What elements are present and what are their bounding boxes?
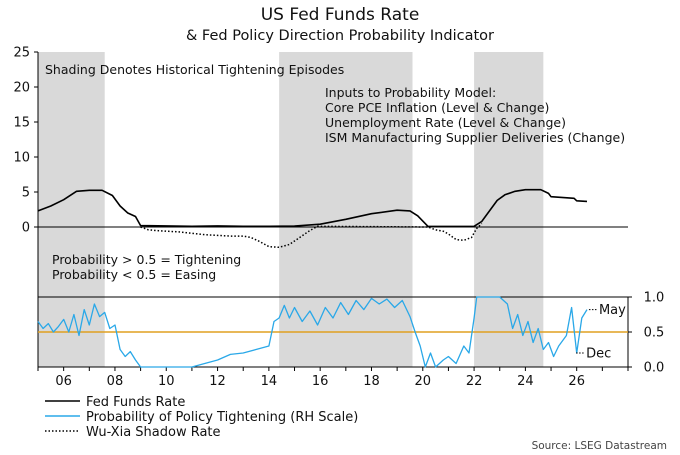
left-tick-label-10: 10 — [13, 151, 30, 166]
prob-note-tightening: Probability > 0.5 = Tightening — [52, 252, 241, 267]
legend-label-shadow-rate: Wu-Xia Shadow Rate — [86, 425, 221, 440]
x-tick-label-26: 26 — [568, 374, 585, 389]
model-input-title: Inputs to Probability Model: — [325, 85, 496, 100]
left-tick-label-20: 20 — [13, 81, 30, 96]
source-note: Source: LSEG Datastream — [532, 440, 667, 452]
x-tick-label-22: 22 — [466, 374, 483, 389]
legend-label-probability: Probability of Policy Tightening (RH Sca… — [86, 410, 358, 425]
model-input-1: Core PCE Inflation (Level & Change) — [325, 100, 549, 115]
x-tick-label-24: 24 — [517, 374, 534, 389]
axes-group — [34, 51, 632, 371]
x-tick-label-12: 12 — [209, 374, 226, 389]
chart-title: US Fed Funds Rate — [261, 5, 420, 25]
x-tick-label-16: 16 — [312, 374, 329, 389]
shading-group — [38, 52, 544, 367]
x-tick-label-08: 08 — [107, 374, 124, 389]
x-tick-label-18: 18 — [363, 374, 380, 389]
x-tick-label-20: 20 — [415, 374, 432, 389]
series-line-1 — [37, 296, 588, 368]
tick-labels: 0 5 10 15 20 25 0.0 0.5 1.0 06 08 10 12 14 16 18 20 22 24 2… — [13, 46, 664, 390]
annotation-label-1: Dec — [586, 347, 611, 362]
legend: Fed Funds Rate Probability of Policy Tig… — [45, 395, 358, 440]
prob-note-easing: Probability < 0.5 = Easing — [52, 267, 216, 282]
series-line-0 — [37, 188, 588, 228]
right-tick-label-1.0: 1.0 — [644, 291, 665, 306]
left-tick-label-5: 5 — [22, 186, 30, 201]
annotation-label-0: May — [599, 303, 626, 318]
left-tick-label-0: 0 — [22, 221, 30, 236]
shading-band-0 — [38, 52, 105, 367]
shading-band-2 — [474, 52, 544, 367]
right-tick-label-0.5: 0.5 — [644, 326, 665, 341]
annotations: May Dec — [576, 303, 626, 362]
model-input-2: Unemployment Rate (Level & Change) — [325, 115, 566, 130]
x-tick-label-10: 10 — [158, 374, 175, 389]
x-tick-label-14: 14 — [261, 374, 278, 389]
series-line-2 — [140, 222, 483, 249]
x-tick-label-06: 06 — [55, 374, 72, 389]
left-tick-label-25: 25 — [13, 46, 30, 61]
series-lines — [37, 188, 588, 368]
legend-label-fed-funds: Fed Funds Rate — [86, 395, 185, 410]
chart-subtitle: & Fed Policy Direction Probability Indic… — [186, 28, 494, 44]
model-input-3: ISM Manufacturing Supplier Deliveries (C… — [325, 130, 625, 145]
right-tick-label-0.0: 0.0 — [644, 361, 665, 376]
left-tick-label-15: 15 — [13, 116, 30, 131]
shading-note: Shading Denotes Historical Tightening Ep… — [45, 62, 344, 77]
shading-band-1 — [279, 52, 413, 367]
